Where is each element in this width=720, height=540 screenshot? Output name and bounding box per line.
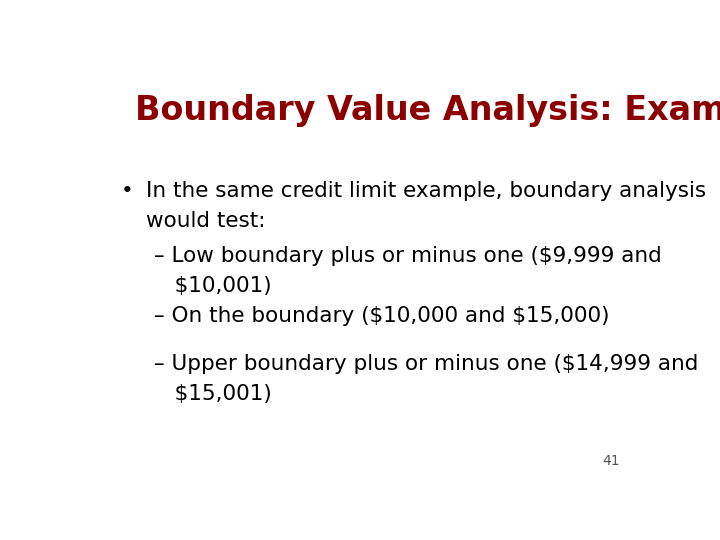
Text: \$15,001): \$15,001) (154, 384, 272, 404)
Text: would test:: would test: (145, 211, 265, 231)
Text: – Upper boundary plus or minus one (\$14,999 and: – Upper boundary plus or minus one (\$14… (154, 354, 698, 374)
Text: Boundary Value Analysis: Example: Boundary Value Analysis: Example (135, 94, 720, 127)
Text: •: • (121, 181, 133, 201)
Text: – On the boundary (\$10,000 and \$15,000): – On the boundary (\$10,000 and \$15,000… (154, 306, 610, 326)
Text: 41: 41 (603, 454, 620, 468)
Text: \$10,001): \$10,001) (154, 275, 271, 295)
Text: – Low boundary plus or minus one (\$9,999 and: – Low boundary plus or minus one (\$9,99… (154, 246, 662, 266)
Text: In the same credit limit example, boundary analysis: In the same credit limit example, bounda… (145, 181, 706, 201)
